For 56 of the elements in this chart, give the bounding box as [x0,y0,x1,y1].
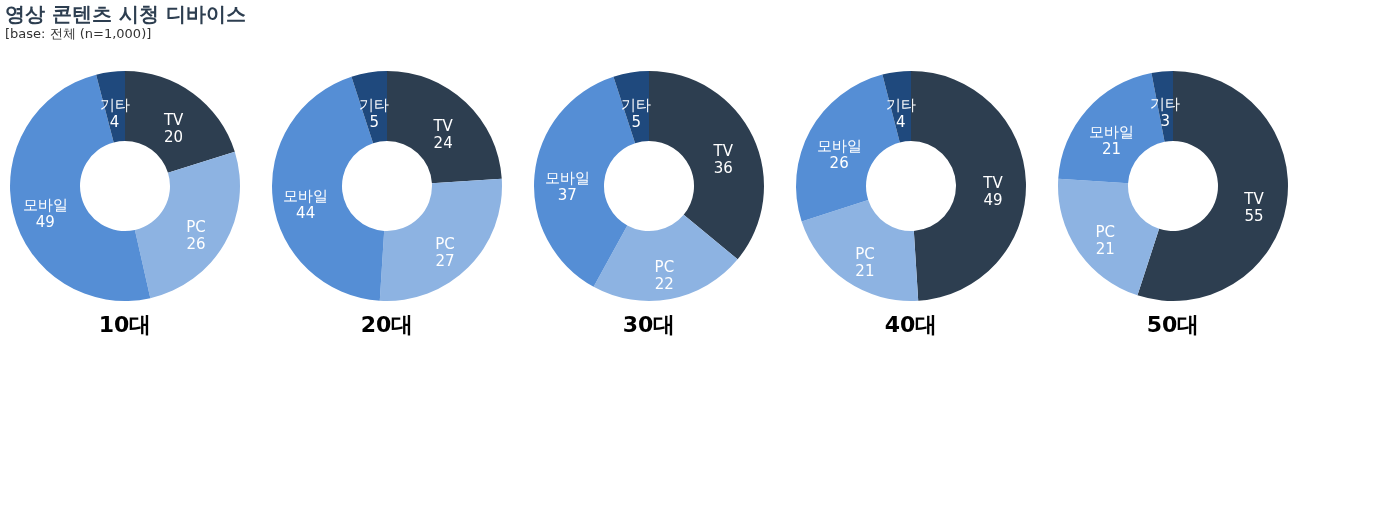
donut-slice [1137,71,1288,301]
slice-label: TV [432,117,454,136]
slice-label: 기타 [99,95,130,114]
data-label: 44 [296,204,316,223]
slice-label: 모바일 [816,137,862,156]
data-label: 49 [983,191,1003,210]
slice-label: PC [855,244,875,263]
donut-slice [134,151,240,299]
slice-label: 모바일 [283,187,329,206]
donut-slice [801,199,919,301]
donut-slice [593,214,738,301]
donut-slice [1058,178,1160,296]
data-label: 27 [435,251,455,270]
text: 20대 [360,312,414,337]
data-label: 55 [1244,206,1264,225]
text: [base: 전체 (n=1,000)] [5,26,152,41]
data-label: 4 [895,112,906,131]
data-label: 49 [35,213,55,232]
text: 30대 [622,312,676,337]
data-label: 26 [186,235,206,253]
data-label: 5 [631,113,641,132]
slice-label: PC [186,218,206,236]
data-label: 5 [369,113,379,132]
slice-label: 기타 [1150,95,1181,114]
text: 40대 [884,312,938,337]
slice-label: PC [654,257,675,276]
data-label: 3 [1160,112,1171,131]
data-label: 24 [433,134,453,153]
slice-label: 모바일 [544,169,590,188]
slice-label: 모바일 [1088,122,1134,141]
slice-label: 기타 [885,95,916,114]
data-label: 37 [557,186,577,205]
data-label: 26 [829,154,849,173]
data-label: 22 [654,274,674,293]
slice-label: PC [435,234,455,253]
slice-label: TV [162,110,185,129]
text: 50대 [1146,312,1200,337]
donut-slice [387,71,502,184]
data-label: 36 [713,159,733,178]
data-label: 21 [1101,139,1122,158]
text: 10대 [98,312,152,337]
slice-label: PC [1095,223,1115,242]
data-label: 21 [855,261,875,280]
slice-label: TV [712,142,734,161]
slice-label: TV [1243,189,1265,208]
slice-label: 기타 [359,96,390,115]
slice-label: 모바일 [22,196,68,215]
slice-label: TV [982,174,1004,193]
data-label: 20 [164,127,184,146]
chart-title: 영상 콘텐츠 시청 디바이스 [5,2,246,26]
slice-label: 기타 [621,96,652,115]
donut-slice [379,178,502,301]
data-label: 21 [1095,240,1115,259]
data-label: 4 [109,112,120,131]
donut-slice [649,71,764,260]
donut-slice [10,74,151,301]
